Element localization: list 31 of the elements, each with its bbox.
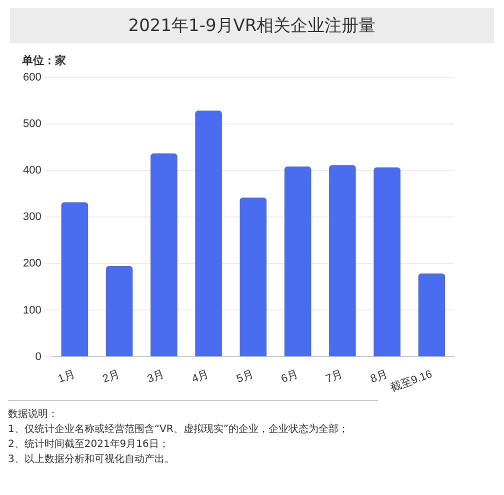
x-tick-label: 1月: [56, 368, 77, 386]
y-tick-label: 200: [22, 258, 42, 270]
bar: [374, 167, 400, 356]
y-tick-label: 600: [22, 72, 42, 84]
bar: [418, 273, 446, 356]
text: 1、仅统计企业名称或经营范围含“VR、虚拟现实”的企业，企业状态为全部；: [8, 422, 350, 437]
bar: [106, 266, 133, 356]
x-tick-label: 3月: [146, 368, 166, 386]
x-tick-label: 2月: [101, 368, 122, 386]
chart-title: 2021年1-9月VR相关企业注册量: [10, 8, 494, 43]
y-axis-title: 单位：家: [22, 53, 67, 68]
y-tick-label: 500: [22, 118, 42, 130]
x-tick-label: 4月: [190, 368, 211, 386]
y-tick-label: 300: [22, 211, 42, 224]
x-tick-label: 截至9.16: [388, 367, 434, 394]
bar: [284, 166, 312, 356]
x-tick-label: 6月: [280, 368, 300, 386]
bar: [195, 110, 222, 356]
x-tick-label: 7月: [324, 368, 344, 386]
bar: [61, 202, 88, 356]
text: 3、以上数据分析和可视化自动产出。: [8, 452, 176, 467]
text: 2、统计时间截至2021年9月16日；: [8, 438, 170, 452]
text: 数据说明：: [8, 408, 59, 422]
y-tick-label: 400: [22, 164, 42, 177]
bar: [150, 153, 178, 356]
bar: [240, 198, 267, 356]
y-tick-label: 0: [35, 350, 42, 363]
y-tick-label: 100: [22, 304, 42, 316]
bar: [329, 165, 356, 356]
x-tick-label: 5月: [235, 368, 256, 386]
x-tick-label: 8月: [368, 368, 390, 386]
